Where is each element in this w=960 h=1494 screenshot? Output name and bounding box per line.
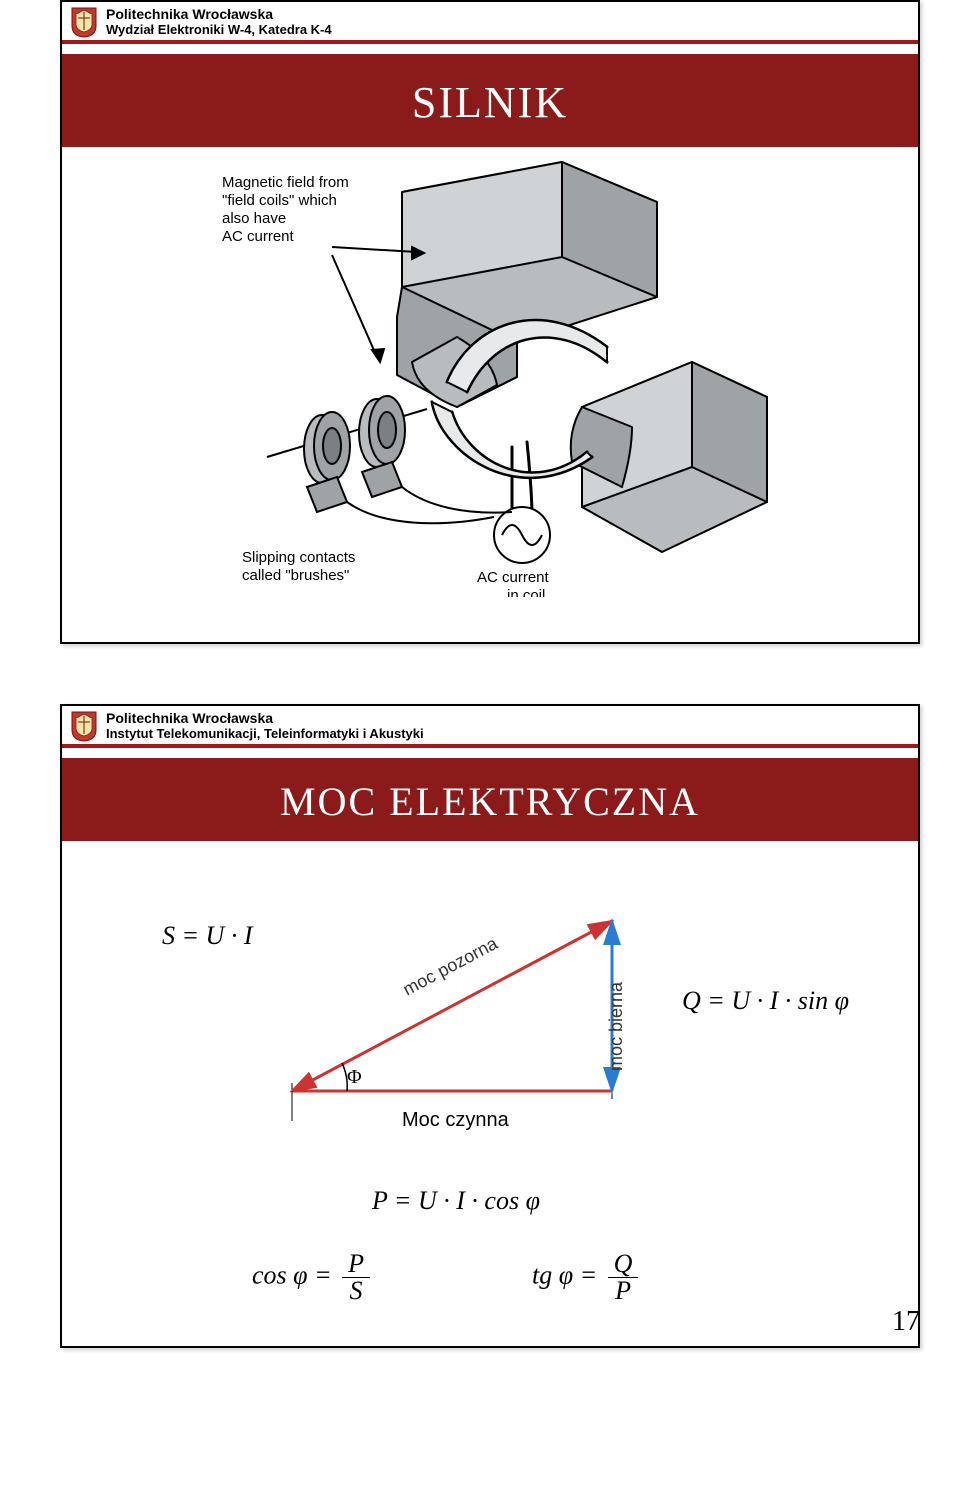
label-hyp: moc pozorna — [399, 933, 501, 1000]
power-triangle: moc pozorna moc bierna Moc czynna Φ — [252, 881, 682, 1151]
annot-br-2: in coil — [507, 587, 545, 597]
slide2-content: moc pozorna moc bierna Moc czynna Φ S = … — [62, 841, 918, 1341]
formula-Q: Q = U · I · sin φ — [682, 986, 849, 1016]
slide1-header: Politechnika Wrocławska Wydział Elektron… — [62, 2, 918, 44]
slide2-header: Politechnika Wrocławska Instytut Telekom… — [62, 706, 918, 748]
slide1-header-text: Politechnika Wrocławska Wydział Elektron… — [106, 6, 332, 37]
slide1-header-line1: Politechnika Wrocławska — [106, 6, 332, 22]
slide2-header-line2: Instytut Telekomunikacji, Teleinformatyk… — [106, 727, 424, 742]
slide1-title: SILNIK — [62, 57, 918, 147]
slide-moc: Politechnika Wrocławska Instytut Telekom… — [60, 704, 920, 1348]
slide2-header-line1: Politechnika Wrocławska — [106, 710, 424, 726]
label-phi: Φ — [347, 1066, 362, 1088]
formula-S: S = U · I — [162, 921, 253, 951]
slide-silnik: Politechnika Wrocławska Wydział Elektron… — [60, 0, 920, 644]
annot-bl-1: Slipping contacts — [242, 549, 355, 566]
motor-diagram: Magnetic field from "field coils" which … — [212, 157, 772, 597]
label-base: Moc czynna — [402, 1109, 510, 1131]
annot-topleft-1: Magnetic field from — [222, 174, 349, 191]
annot-topleft-2: "field coils" which — [222, 192, 337, 209]
slide1-content: Magnetic field from "field coils" which … — [62, 147, 918, 617]
formula-cos: cos φ = P S — [252, 1251, 370, 1304]
formula-P: P = U · I · cos φ — [372, 1186, 540, 1216]
slide2-underband — [62, 748, 918, 761]
slide2-title: MOC ELEKTRYCZNA — [62, 761, 918, 841]
slide1-underband — [62, 44, 918, 57]
formula-tg: tg φ = Q P — [532, 1251, 638, 1304]
annot-br-1: AC current — [477, 569, 550, 586]
university-crest-icon — [70, 6, 98, 38]
annot-topleft-3: also have — [222, 210, 286, 227]
label-right: moc bierna — [606, 981, 626, 1071]
university-crest-icon — [70, 710, 98, 742]
annot-bl-2: called "brushes" — [242, 567, 349, 584]
slide2-header-text: Politechnika Wrocławska Instytut Telekom… — [106, 710, 424, 741]
annot-topleft-4: AC current — [222, 228, 295, 245]
page-number: 17 — [892, 1306, 920, 1338]
slide1-header-line2: Wydział Elektroniki W-4, Katedra K-4 — [106, 23, 332, 38]
